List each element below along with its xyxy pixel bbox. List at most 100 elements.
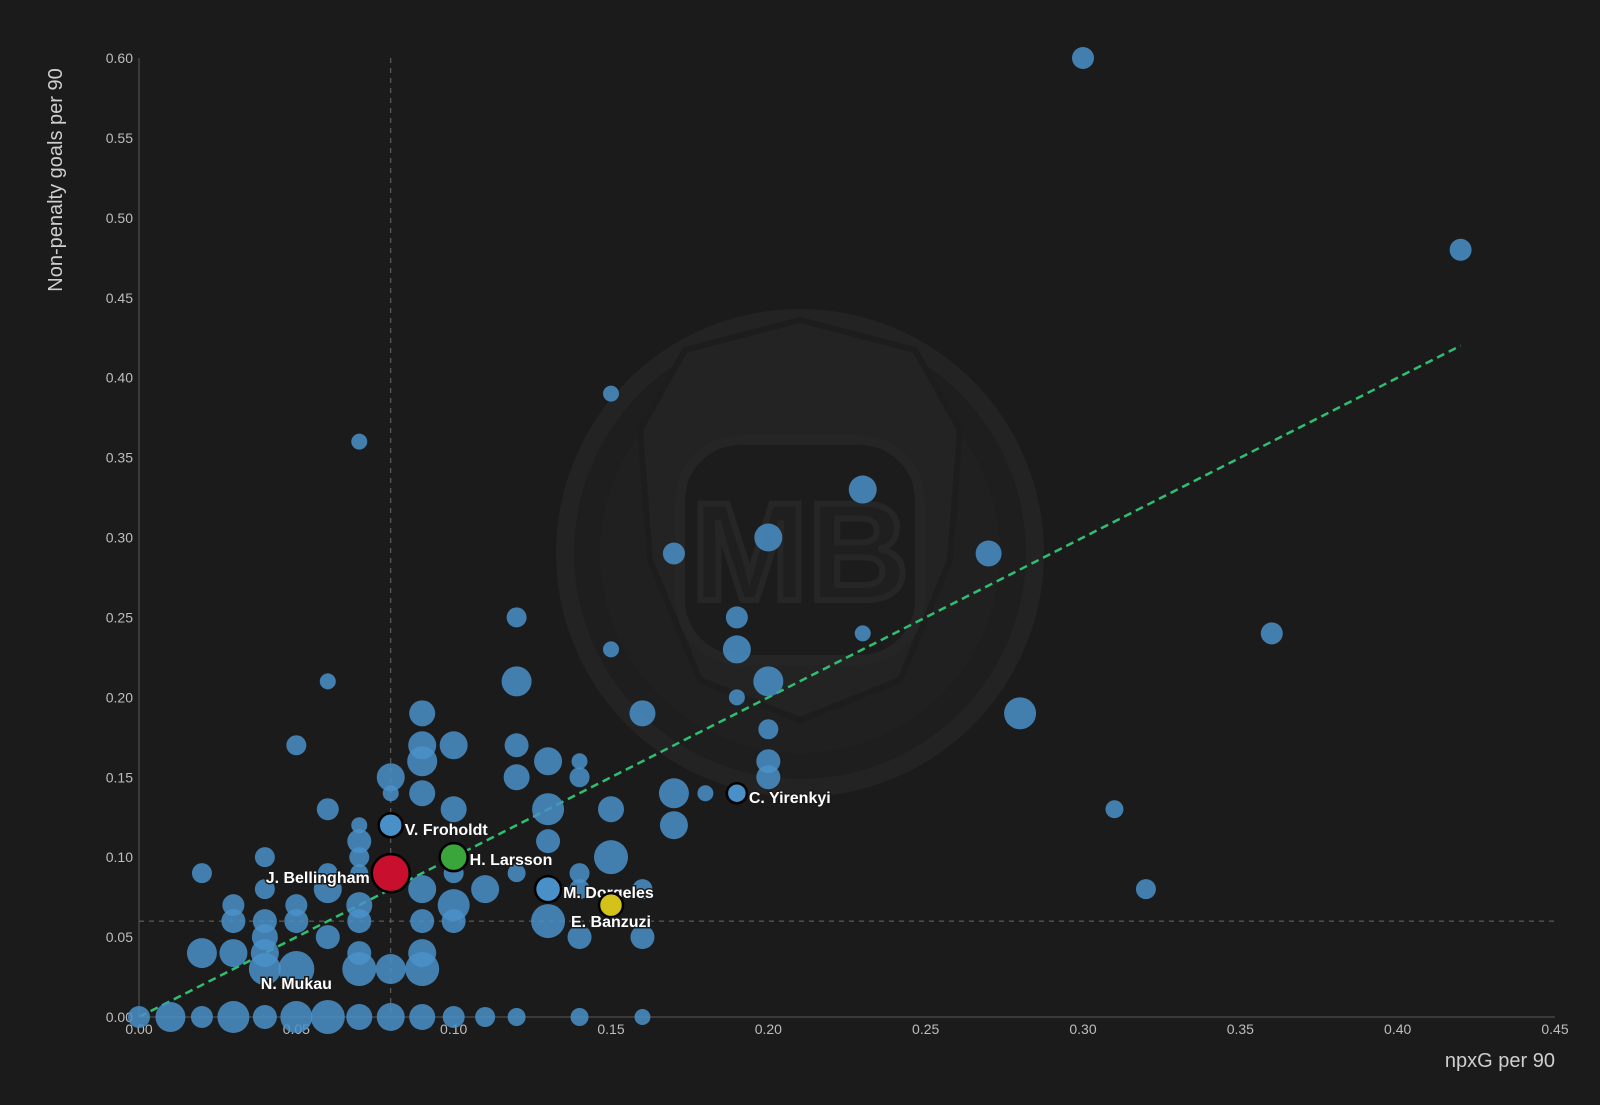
data-point: [753, 666, 784, 697]
y-tick-label: 0.30: [106, 530, 133, 546]
data-point: [409, 780, 436, 807]
data-point: [319, 673, 336, 690]
data-point: [756, 765, 781, 790]
y-tick-label: 0.15: [106, 769, 133, 785]
data-point: [313, 875, 342, 904]
data-point: [350, 864, 369, 883]
data-points: [128, 47, 1472, 1034]
data-point: [503, 764, 530, 791]
data-point: [531, 904, 566, 939]
data-point: [567, 925, 592, 950]
highlighted-point: [533, 874, 563, 904]
data-point: [1135, 879, 1156, 900]
data-point: [316, 798, 339, 821]
data-point: [632, 879, 653, 900]
data-point: [754, 523, 783, 552]
y-tick-label: 0.60: [106, 50, 133, 66]
data-point: [571, 753, 588, 770]
data-point: [534, 747, 563, 776]
x-tick-label: 0.15: [597, 1021, 624, 1037]
data-point: [347, 829, 372, 854]
data-point: [854, 625, 871, 642]
x-tick-label: 0.40: [1384, 1021, 1411, 1037]
data-point: [504, 733, 529, 758]
data-point: [407, 746, 438, 777]
highlighted-point: [370, 852, 411, 894]
data-point: [310, 1000, 345, 1034]
y-tick-label: 0.00: [106, 1009, 133, 1025]
data-point: [190, 1006, 213, 1028]
y-tick-label: 0.25: [106, 609, 133, 625]
data-point: [254, 879, 275, 900]
watermark-text: MB: [691, 473, 909, 630]
player-label: J. Bellingham: [266, 870, 370, 887]
data-point: [349, 847, 370, 868]
data-point: [475, 1007, 496, 1027]
data-point: [758, 719, 779, 740]
x-tick-label: 0.25: [912, 1021, 939, 1037]
x-tick-label: 0.45: [1541, 1021, 1568, 1037]
x-axis-title: npxG per 90: [1445, 1050, 1555, 1072]
data-point: [1449, 238, 1472, 261]
data-point: [536, 829, 561, 854]
data-point: [408, 875, 437, 904]
data-point: [630, 925, 655, 950]
data-point: [280, 1001, 313, 1033]
data-point: [722, 635, 751, 664]
player-label: H. Larsson: [470, 852, 553, 869]
data-point: [570, 1008, 589, 1026]
axes: 0.00 0.05 0.10 0.15 0.20 0.25 0.30 0.35 0.40 0.45…: [106, 50, 1569, 1037]
data-point: [347, 909, 372, 934]
data-point: [440, 796, 467, 823]
highlighted-point: [597, 891, 625, 919]
data-point: [219, 939, 248, 968]
data-point: [975, 540, 1002, 567]
data-point: [252, 1005, 277, 1029]
data-point: [603, 641, 619, 658]
data-point: [191, 863, 212, 884]
y-tick-label: 0.10: [106, 849, 133, 865]
data-point: [659, 811, 688, 840]
data-point: [409, 1004, 436, 1030]
data-point: [507, 1008, 526, 1026]
data-point: [501, 666, 532, 697]
data-point: [658, 778, 689, 809]
y-tick-label: 0.50: [106, 210, 133, 226]
data-point: [442, 1006, 465, 1028]
data-point: [278, 951, 315, 988]
data-point: [128, 1006, 150, 1028]
data-point: [342, 952, 377, 987]
x-tick-label: 0.35: [1227, 1021, 1254, 1037]
data-point: [351, 433, 368, 450]
data-point: [346, 1004, 373, 1030]
y-axis-title: Non-penalty goals per 90: [45, 68, 67, 291]
highlighted-point: [725, 781, 749, 805]
data-point: [248, 953, 281, 986]
data-point: [697, 785, 714, 802]
y-tick-label: 0.20: [106, 689, 133, 705]
data-point: [1260, 622, 1283, 645]
data-point: [254, 847, 275, 868]
point-labels: C. Yirenkyi V. Froholdt H. Larsson J. Belli…: [259, 781, 832, 995]
x-tick-label: 0.20: [755, 1021, 782, 1037]
data-point: [1004, 697, 1037, 730]
data-point: [569, 863, 590, 884]
data-point: [1105, 800, 1124, 819]
data-point: [728, 689, 745, 706]
data-point: [603, 385, 619, 402]
data-point: [375, 954, 406, 985]
data-point: [506, 607, 527, 628]
data-point: [725, 606, 748, 629]
data-point: [155, 1002, 186, 1032]
data-point: [507, 864, 526, 883]
data-point: [409, 700, 436, 727]
y-tick-label: 0.55: [106, 130, 133, 146]
data-point: [221, 909, 246, 934]
y-tick-label: 0.45: [106, 290, 133, 306]
y-tick-label: 0.05: [106, 929, 133, 945]
data-point: [286, 735, 307, 756]
data-point: [382, 785, 399, 802]
y-tick-label: 0.35: [106, 450, 133, 466]
player-label: V. Froholdt: [405, 822, 489, 839]
